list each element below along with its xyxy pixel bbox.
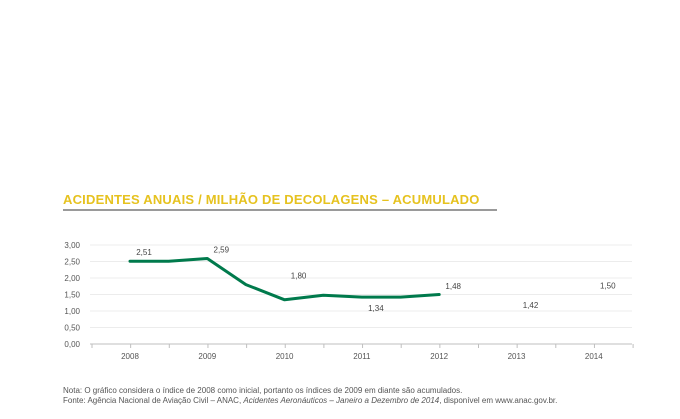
y-tick-label: 1,50 — [64, 291, 80, 300]
source-text: Fonte: Agência Nacional de Aviação Civil… — [63, 396, 557, 406]
chart-title: ACIDENTES ANUAIS / MILHÃO DE DECOLAGENS … — [63, 192, 480, 207]
series-polyline — [128, 257, 441, 302]
source-prefix: Fonte: Agência Nacional de Aviação Civil… — [63, 396, 244, 405]
source-title: Acidentes Aeronáuticos – Janeiro a Dezem… — [243, 396, 440, 405]
y-tick-label: 2,00 — [64, 274, 80, 283]
x-tick-label: 2013 — [508, 352, 526, 361]
y-tick-label: 2,50 — [64, 258, 80, 267]
y-axis-ticks: 0,00 0,50 1,00 1,50 2,00 2,50 3,00 — [64, 241, 80, 349]
data-label: 1,80 — [291, 272, 307, 281]
data-label: 2,59 — [214, 246, 230, 255]
x-tick-label: 2010 — [276, 352, 294, 361]
y-tick-label: 3,00 — [64, 241, 80, 250]
grid-lines — [90, 244, 632, 328]
y-tick-label: 0,50 — [64, 324, 80, 333]
source-suffix: , disponível em www.anac.gov.br. — [439, 396, 558, 405]
note-text: Nota: O gráfico considera o índice de 20… — [63, 386, 463, 395]
x-tick-label: 2011 — [353, 352, 371, 361]
x-tick-label: 2008 — [121, 352, 139, 361]
chart-notes: Nota: O gráfico considera o índice de 20… — [63, 386, 557, 406]
y-tick-label: 1,00 — [64, 307, 80, 316]
data-label: 1,50 — [600, 282, 616, 291]
line-chart: 0,00 0,50 1,00 1,50 2,00 2,50 3,00 2008 2009 201… — [64, 241, 634, 361]
data-label: 2,51 — [136, 248, 152, 257]
x-tick-label: 2012 — [430, 352, 448, 361]
data-labels: 2,51 2,59 1,80 1,34 1,48 1,42 1,50 — [136, 246, 616, 313]
x-tick-label: 2014 — [585, 352, 603, 361]
y-tick-label: 0,00 — [64, 340, 80, 349]
x-tick-label: 2009 — [198, 352, 216, 361]
data-label: 1,34 — [368, 304, 384, 313]
data-label: 1,48 — [445, 282, 461, 291]
x-axis-ticks: 2008 2009 2010 2011 2012 2013 2014 — [91, 344, 634, 361]
data-label: 1,42 — [523, 301, 539, 310]
title-underline — [63, 209, 497, 211]
series-line — [128, 257, 441, 302]
